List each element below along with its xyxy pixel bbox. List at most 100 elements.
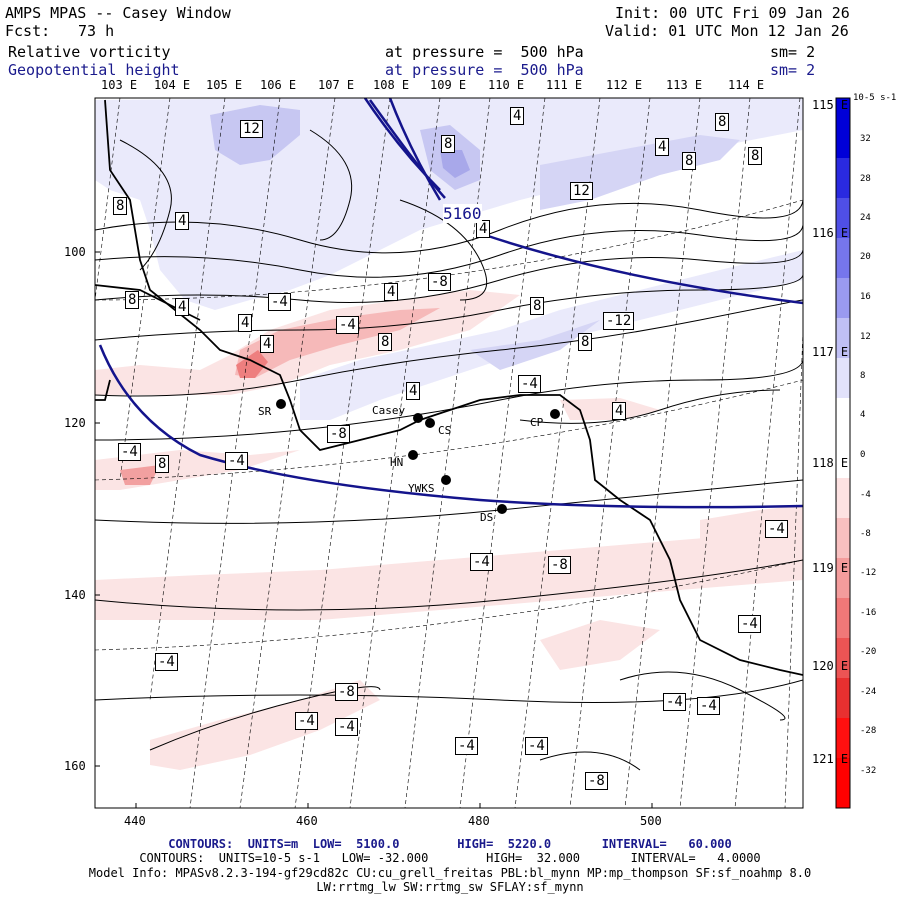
colorbar [835, 97, 851, 809]
vorticity-contour-label: 8 [155, 455, 170, 473]
vorticity-contour-label: 4 [384, 283, 399, 301]
colorbar-label: 8 [860, 371, 866, 381]
vorticity-contour-label: -4 [268, 293, 291, 311]
vorticity-contour-label: -8 [548, 556, 571, 574]
vorticity-contour-label: 4 [612, 402, 627, 420]
station-marker-ywks [441, 475, 451, 485]
vorticity-contour-label: -4 [738, 615, 761, 633]
vorticity-contour-label: 8 [530, 297, 545, 315]
top-lon-label: 112 E [606, 78, 643, 92]
colorbar-label: -28 [860, 726, 877, 736]
vorticity-contour-label: 8 [125, 291, 140, 309]
vorticity-contour-label: 4 [175, 212, 190, 230]
vorticity-contour-label: 12 [570, 182, 593, 200]
y-tick-label: 140 [64, 588, 86, 602]
right-lon-label: 119 E [812, 561, 849, 575]
x-tick-label: 440 [124, 814, 146, 828]
vorticity-contour-label: 8 [113, 197, 128, 215]
vorticity-contour-label: -4 [525, 737, 548, 755]
right-lon-label: 117 E [812, 345, 849, 359]
top-lon-label: 103 E [101, 78, 138, 92]
vorticity-contour-label: 8 [748, 147, 763, 165]
colorbar-label: 28 [860, 174, 871, 184]
colorbar-label: 12 [860, 332, 871, 342]
station-marker-ds [497, 504, 507, 514]
right-lon-label: 118 E [812, 456, 849, 470]
top-lon-label: 113 E [666, 78, 703, 92]
vorticity-contour-label: 4 [406, 382, 421, 400]
right-lon-label: 120 E [812, 659, 849, 673]
colorbar-label: 32 [860, 134, 871, 144]
vorticity-contour-label: -4 [225, 452, 248, 470]
station-marker-cp [550, 409, 560, 419]
colorbar-label: 4 [860, 410, 866, 420]
vorticity-contour-label: 8 [682, 152, 697, 170]
vorticity-contour-label: 8 [578, 333, 593, 351]
vorticity-contour-label: -4 [470, 553, 493, 571]
station-label-cs: CS [438, 424, 452, 437]
footer-model-info: Model Info: MPASv8.2.3-194-gf29cd82c CU:… [88, 866, 812, 880]
top-lon-label: 105 E [206, 78, 243, 92]
station-marker-cs [425, 418, 435, 428]
vorticity-contour-label: 8 [378, 333, 393, 351]
field2-level: at pressure = 500 hPa [385, 61, 584, 79]
lat-lon-grid [95, 98, 803, 808]
station-label-ywks: YWKS [408, 482, 435, 495]
colorbar-label: 24 [860, 213, 871, 223]
top-lon-label: 109 E [430, 78, 467, 92]
vorticity-contour-label: 4 [238, 314, 253, 332]
station-label-ds: DS [480, 511, 494, 524]
station-marker-casey [413, 413, 423, 423]
colorbar-label: -16 [860, 608, 877, 618]
vorticity-contours [95, 129, 803, 771]
colorbar-label: -4 [860, 490, 871, 500]
colorbar-label: -32 [860, 766, 877, 776]
colorbar-label: -20 [860, 647, 877, 657]
field1-name: Relative vorticity [8, 43, 171, 61]
footer-model-info-2: LW:rrtmg_lw SW:rrtmg_sw SFLAY:sf_mynn [316, 880, 584, 894]
vorticity-contour-label: -4 [335, 718, 358, 736]
station-marker-sr [276, 399, 286, 409]
colorbar-label: 0 [860, 450, 866, 460]
vorticity-contour-label: -4 [697, 697, 720, 715]
y-tick-label: 160 [64, 759, 86, 773]
plot-frame [94, 97, 804, 809]
vorticity-contour-label: 8 [441, 135, 456, 153]
colorbar-label: -24 [860, 687, 877, 697]
x-tick-label: 500 [640, 814, 662, 828]
station-marker-hn [408, 450, 418, 460]
forecast-label: Fcst: [5, 22, 51, 40]
vorticity-contour-label: 8 [715, 113, 730, 131]
field1-level: at pressure = 500 hPa [385, 43, 584, 61]
vorticity-contour-label: -4 [765, 520, 788, 538]
colorbar-unit: 10-5 s-1 [853, 93, 897, 103]
station-label-sr: SR [258, 405, 272, 418]
y-tick-label: 100 [64, 245, 86, 259]
station-label-hn: HN [390, 456, 404, 469]
vorticity-contour-label: -4 [518, 375, 541, 393]
x-tick-label: 460 [296, 814, 318, 828]
footer-vorticity-contours: CONTOURS: UNITS=10-5 s-1 LOW= -32.000 HI… [139, 851, 761, 865]
vorticity-contour-label: -4 [155, 653, 178, 671]
station-label-casey: Casey [372, 404, 406, 417]
vorticity-contour-label: -4 [336, 316, 359, 334]
vorticity-contour-label: 4 [260, 335, 275, 353]
vorticity-contour-label: -8 [327, 425, 350, 443]
vorticity-contour-label: -4 [295, 712, 318, 730]
vorticity-contour-label: 4 [476, 220, 491, 238]
vorticity-contour-label: 4 [655, 138, 670, 156]
top-lon-label: 104 E [154, 78, 191, 92]
vorticity-contour-label: -4 [118, 443, 141, 461]
map-title: AMPS MPAS -- Casey Window [5, 4, 231, 22]
top-lon-label: 111 E [546, 78, 583, 92]
vorticity-contour-label: 4 [175, 298, 190, 316]
field2-smoothing: sm= 2 [770, 61, 816, 79]
geopotential-contours [98, 98, 803, 509]
colorbar-label: -12 [860, 568, 877, 578]
top-lon-label: 106 E [260, 78, 297, 92]
field2-name: Geopotential height [8, 61, 180, 79]
colorbar-label: 20 [860, 252, 871, 262]
right-lon-label: 115 E [812, 98, 849, 112]
vorticity-contour-label: -8 [585, 772, 608, 790]
top-lon-label: 108 E [373, 78, 410, 92]
